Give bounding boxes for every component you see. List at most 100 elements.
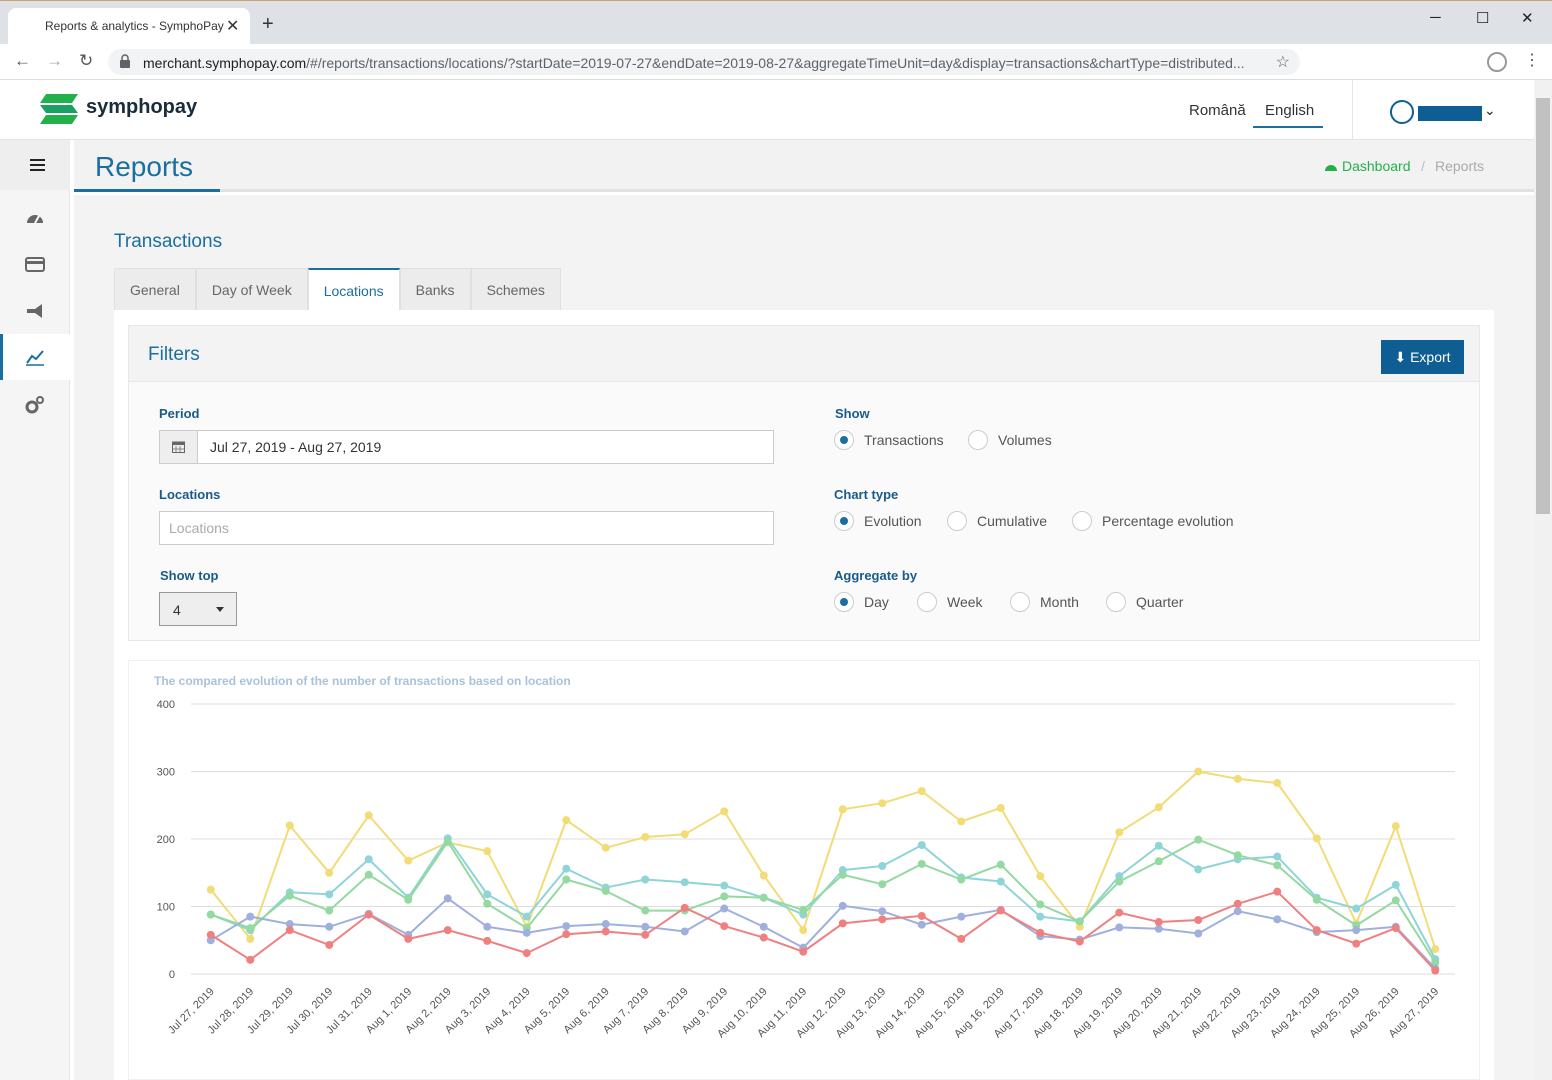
data-point[interactable] xyxy=(364,870,373,879)
data-point[interactable] xyxy=(799,947,808,956)
radio-dot[interactable] xyxy=(1106,592,1126,612)
data-point[interactable] xyxy=(1273,852,1282,861)
card-icon[interactable] xyxy=(25,254,45,274)
data-point[interactable] xyxy=(1154,857,1163,866)
data-point[interactable] xyxy=(720,904,729,913)
data-point[interactable] xyxy=(285,920,294,929)
data-point[interactable] xyxy=(562,922,571,931)
data-point[interactable] xyxy=(1233,774,1242,783)
browser-tab[interactable]: Reports & analytics - SymphoPay ✕ xyxy=(8,8,250,45)
data-point[interactable] xyxy=(838,805,847,814)
data-point[interactable] xyxy=(878,915,887,924)
data-point[interactable] xyxy=(1273,887,1282,896)
radio-dot[interactable] xyxy=(968,430,988,450)
data-point[interactable] xyxy=(1036,912,1045,921)
tab-banks[interactable]: Banks xyxy=(399,268,471,310)
user-avatar-icon[interactable] xyxy=(1390,100,1414,124)
data-point[interactable] xyxy=(285,821,294,830)
data-point[interactable] xyxy=(364,811,373,820)
data-point[interactable] xyxy=(878,799,887,808)
data-point[interactable] xyxy=(562,864,571,873)
lang-english[interactable]: English xyxy=(1265,102,1315,119)
megaphone-icon[interactable] xyxy=(25,301,45,321)
sidebar-item-reports[interactable] xyxy=(0,334,70,380)
data-point[interactable] xyxy=(325,940,334,949)
data-point[interactable] xyxy=(759,922,768,931)
tab-schemes[interactable]: Schemes xyxy=(470,268,561,310)
data-point[interactable] xyxy=(641,930,650,939)
data-point[interactable] xyxy=(285,891,294,900)
data-point[interactable] xyxy=(1036,900,1045,909)
data-point[interactable] xyxy=(1431,945,1440,954)
data-point[interactable] xyxy=(1312,895,1321,904)
radio-cumulative[interactable]: Cumulative xyxy=(947,511,1047,531)
back-icon[interactable]: ← xyxy=(14,51,31,70)
radio-dot-selected[interactable] xyxy=(834,592,854,612)
data-point[interactable] xyxy=(759,893,768,902)
data-point[interactable] xyxy=(799,926,808,935)
data-point[interactable] xyxy=(720,892,729,901)
data-point[interactable] xyxy=(1273,915,1282,924)
data-point[interactable] xyxy=(1154,841,1163,850)
data-point[interactable] xyxy=(799,905,808,914)
data-point[interactable] xyxy=(1391,924,1400,933)
data-point[interactable] xyxy=(364,855,373,864)
data-point[interactable] xyxy=(996,860,1005,869)
data-point[interactable] xyxy=(483,899,492,908)
close-window-icon[interactable]: ✕ xyxy=(1521,10,1534,27)
radio-volumes[interactable]: Volumes xyxy=(968,430,1052,450)
maximize-icon[interactable]: ☐ xyxy=(1476,10,1490,27)
data-point[interactable] xyxy=(1431,958,1440,967)
data-point[interactable] xyxy=(1233,907,1242,916)
data-point[interactable] xyxy=(206,910,215,919)
data-point[interactable] xyxy=(917,920,926,929)
data-point[interactable] xyxy=(443,926,452,935)
data-point[interactable] xyxy=(1431,966,1440,975)
tab-locations[interactable]: Locations xyxy=(307,268,400,310)
data-point[interactable] xyxy=(1312,926,1321,935)
browser-profile-icon[interactable] xyxy=(1487,52,1507,72)
data-point[interactable] xyxy=(838,870,847,879)
menu-toggle-button[interactable] xyxy=(0,140,70,190)
data-point[interactable] xyxy=(246,934,255,943)
radio-dot-selected[interactable] xyxy=(834,430,854,450)
data-point[interactable] xyxy=(364,910,373,919)
locations-input[interactable] xyxy=(159,511,774,545)
data-point[interactable] xyxy=(1273,778,1282,787)
data-point[interactable] xyxy=(601,886,610,895)
bookmark-star-icon[interactable]: ☆ xyxy=(1275,54,1290,71)
data-point[interactable] xyxy=(720,922,729,931)
data-point[interactable] xyxy=(443,837,452,846)
data-point[interactable] xyxy=(325,868,334,877)
data-point[interactable] xyxy=(601,927,610,936)
data-point[interactable] xyxy=(1352,926,1361,935)
close-tab-icon[interactable]: ✕ xyxy=(226,18,240,35)
data-point[interactable] xyxy=(325,890,334,899)
data-point[interactable] xyxy=(878,907,887,916)
data-point[interactable] xyxy=(1194,835,1203,844)
chevron-down-icon[interactable]: ⌄ xyxy=(1484,102,1496,118)
data-point[interactable] xyxy=(246,924,255,933)
radio-dot[interactable] xyxy=(1010,592,1030,612)
data-point[interactable] xyxy=(601,843,610,852)
data-point[interactable] xyxy=(483,936,492,945)
minimize-icon[interactable]: ─ xyxy=(1430,9,1441,26)
period-field[interactable]: Jul 27, 2019 - Aug 27, 2019 xyxy=(159,430,774,464)
data-point[interactable] xyxy=(1154,803,1163,812)
data-point[interactable] xyxy=(325,906,334,915)
data-point[interactable] xyxy=(1115,828,1124,837)
breadcrumb-dashboard[interactable]: Dashboard xyxy=(1342,158,1411,174)
data-point[interactable] xyxy=(1352,939,1361,948)
data-point[interactable] xyxy=(1194,865,1203,874)
page-scrollbar[interactable] xyxy=(1534,80,1552,1080)
show-top-select[interactable]: 4 xyxy=(159,592,237,626)
user-name-redacted[interactable] xyxy=(1418,106,1482,121)
data-point[interactable] xyxy=(1036,872,1045,881)
data-point[interactable] xyxy=(522,912,531,921)
data-point[interactable] xyxy=(917,787,926,796)
data-point[interactable] xyxy=(601,920,610,929)
data-point[interactable] xyxy=(1391,896,1400,905)
radio-dot[interactable] xyxy=(947,511,967,531)
data-point[interactable] xyxy=(1115,908,1124,917)
data-point[interactable] xyxy=(1233,899,1242,908)
